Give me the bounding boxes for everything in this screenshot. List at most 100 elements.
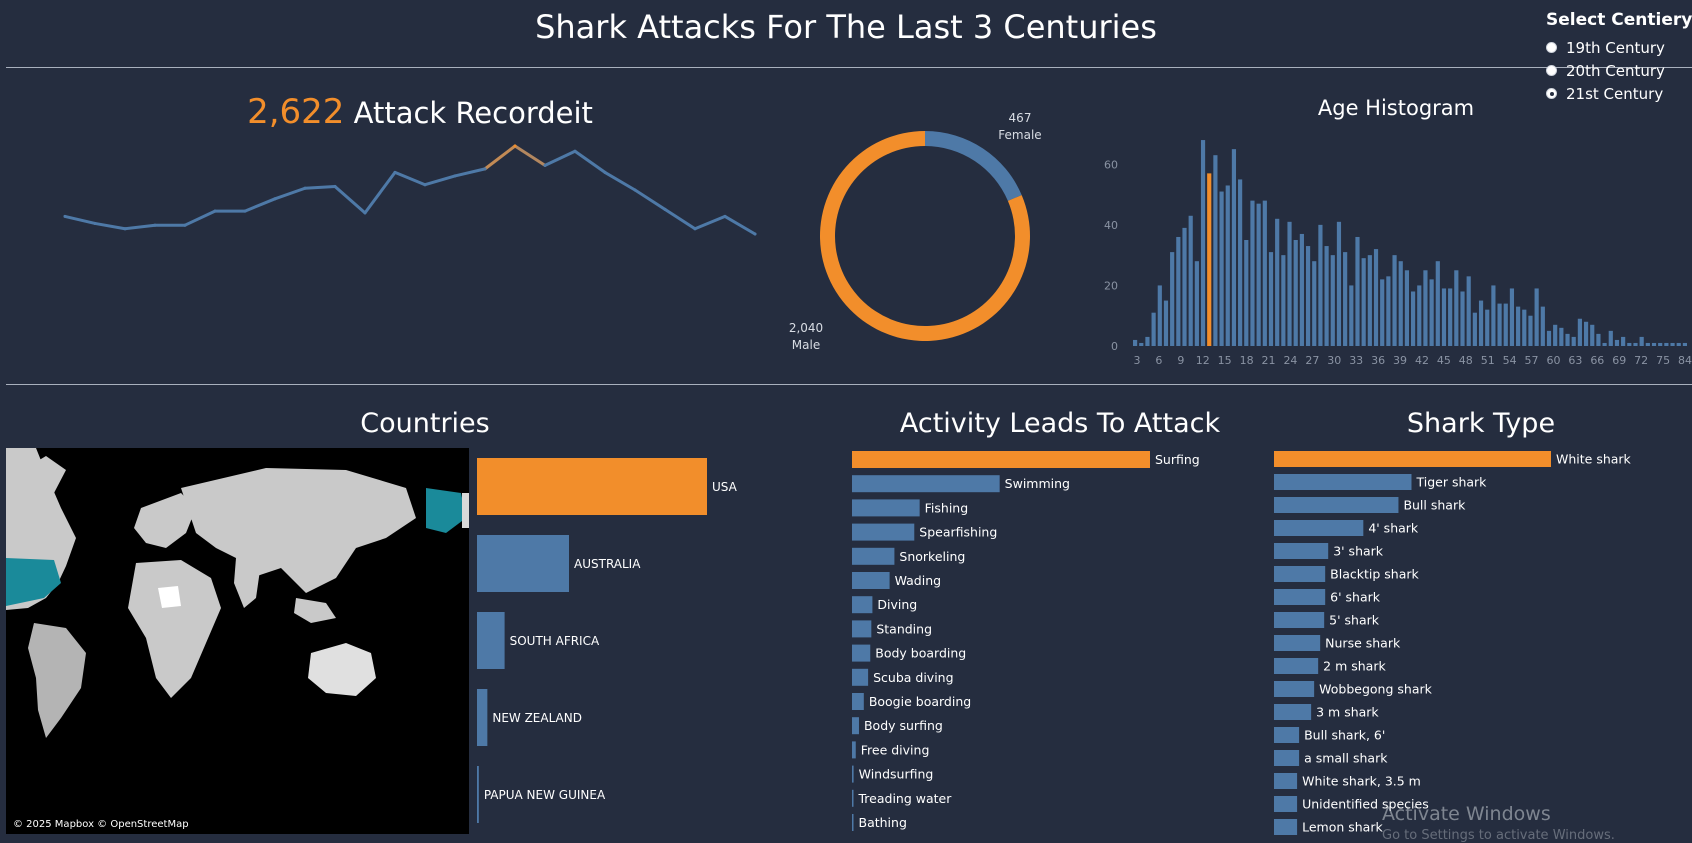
shark-type-bar[interactable] [1274, 704, 1312, 720]
activity-bar[interactable] [852, 596, 873, 614]
trend-point[interactable] [753, 232, 757, 236]
shark-type-bar[interactable] [1274, 681, 1315, 697]
histogram-bar[interactable] [1553, 324, 1558, 346]
histogram-bar[interactable] [1176, 236, 1181, 346]
histogram-bar[interactable] [1163, 300, 1169, 346]
histogram-bar[interactable] [1658, 342, 1663, 346]
activity-bar[interactable] [852, 668, 869, 686]
shark-type-bar[interactable] [1274, 658, 1319, 674]
shark-type-bar[interactable] [1274, 520, 1364, 536]
histogram-bar[interactable] [1583, 321, 1589, 346]
histogram-bar[interactable] [1590, 324, 1595, 346]
histogram-bar[interactable] [1540, 306, 1545, 346]
activity-bar[interactable] [852, 572, 890, 589]
histogram-bar[interactable] [1454, 270, 1459, 346]
histogram-bar[interactable] [1645, 342, 1650, 346]
activity-bar[interactable] [852, 644, 871, 662]
histogram-bar[interactable] [1330, 255, 1335, 346]
trend-point[interactable] [543, 163, 547, 167]
histogram-bar[interactable] [1133, 339, 1138, 346]
histogram-bar[interactable] [1324, 246, 1329, 346]
histogram-bar[interactable] [1639, 336, 1644, 346]
histogram-bar[interactable] [1528, 315, 1533, 346]
histogram-bar[interactable] [1225, 185, 1230, 346]
countries-bar-chart[interactable]: USA AUSTRALIA SOUTH AFRICA NEW ZEALAND PAPUA… [470, 448, 800, 834]
trend-point[interactable] [213, 209, 217, 213]
activity-bar[interactable] [852, 814, 854, 831]
histogram-bar[interactable] [1170, 252, 1175, 346]
shark-type-bar[interactable] [1274, 543, 1329, 559]
histogram-bar[interactable] [1145, 336, 1150, 346]
histogram-bar[interactable] [1664, 342, 1669, 346]
histogram-bar[interactable] [1411, 291, 1416, 346]
histogram-bar[interactable] [1429, 279, 1434, 346]
histogram-bar[interactable] [1404, 270, 1409, 346]
histogram-bar[interactable] [1435, 261, 1440, 346]
histogram-bar[interactable] [1349, 285, 1354, 346]
activity-bar[interactable] [852, 547, 895, 565]
activity-bar[interactable] [852, 717, 859, 735]
trend-point[interactable] [243, 209, 247, 213]
histogram-bar[interactable] [1509, 288, 1515, 346]
histogram-bar[interactable] [1367, 255, 1372, 346]
histogram-bar[interactable] [1380, 279, 1385, 346]
histogram-bar[interactable] [1312, 261, 1317, 346]
histogram-bar[interactable] [1478, 300, 1484, 346]
shark-type-bar[interactable] [1274, 635, 1321, 651]
attacks-trend-line-chart[interactable] [50, 140, 770, 240]
activity-bar[interactable] [852, 523, 915, 541]
histogram-bar[interactable] [1614, 339, 1620, 346]
histogram-bar[interactable] [1157, 285, 1162, 346]
histogram-bar[interactable] [1565, 333, 1570, 346]
histogram-bar[interactable] [1238, 179, 1243, 346]
radio-button-icon[interactable] [1546, 42, 1557, 53]
trend-point[interactable] [573, 149, 577, 153]
histogram-bar[interactable] [1485, 309, 1490, 346]
histogram-bar[interactable] [1460, 291, 1465, 346]
shark-type-bar[interactable] [1274, 589, 1326, 605]
trend-point[interactable] [123, 227, 127, 231]
histogram-bar[interactable] [1633, 342, 1638, 346]
histogram-bar[interactable] [1670, 342, 1675, 346]
donut-slice-female[interactable] [925, 131, 1022, 201]
shark-type-bar[interactable] [1274, 497, 1399, 513]
histogram-bar[interactable] [1207, 173, 1212, 346]
trend-point[interactable] [723, 214, 727, 218]
histogram-bar[interactable] [1231, 149, 1237, 346]
histogram-bar[interactable] [1200, 140, 1206, 346]
radio-button-icon[interactable] [1546, 65, 1557, 76]
histogram-bar[interactable] [1441, 288, 1447, 346]
shark-type-bar[interactable] [1274, 750, 1300, 766]
country-bar[interactable] [477, 612, 505, 669]
histogram-bar[interactable] [1386, 276, 1391, 346]
gender-donut-chart[interactable]: 467 Female 2,040 Male [780, 100, 1080, 360]
shark-type-bar[interactable] [1274, 612, 1325, 628]
histogram-bar[interactable] [1472, 312, 1477, 346]
histogram-bar[interactable] [1343, 252, 1348, 346]
histogram-bar[interactable] [1491, 285, 1496, 346]
trend-point[interactable] [93, 221, 97, 225]
histogram-bar[interactable] [1268, 252, 1274, 346]
shark-type-bar[interactable] [1274, 796, 1298, 812]
histogram-bar[interactable] [1546, 330, 1552, 346]
histogram-bar[interactable] [1213, 155, 1218, 346]
histogram-bar[interactable] [1516, 306, 1521, 346]
histogram-bar[interactable] [1244, 240, 1249, 346]
country-bar[interactable] [477, 766, 479, 823]
activity-bar[interactable] [852, 620, 872, 638]
trend-point[interactable] [513, 144, 517, 148]
trend-point[interactable] [273, 197, 277, 201]
histogram-bar[interactable] [1522, 309, 1527, 346]
histogram-bar[interactable] [1293, 240, 1298, 346]
country-bar[interactable] [477, 689, 488, 746]
trend-point[interactable] [633, 188, 637, 192]
shark-type-bar[interactable] [1274, 819, 1298, 835]
trend-point[interactable] [393, 170, 397, 174]
histogram-bar[interactable] [1139, 342, 1144, 346]
activity-bar[interactable] [852, 765, 854, 783]
histogram-bar[interactable] [1596, 333, 1601, 346]
activity-bar-chart[interactable]: Surfing Swimming Fishing Spearfishing Snorke… [850, 448, 1270, 836]
trend-point[interactable] [663, 207, 667, 211]
histogram-bar[interactable] [1256, 203, 1261, 346]
histogram-bar[interactable] [1534, 288, 1539, 346]
